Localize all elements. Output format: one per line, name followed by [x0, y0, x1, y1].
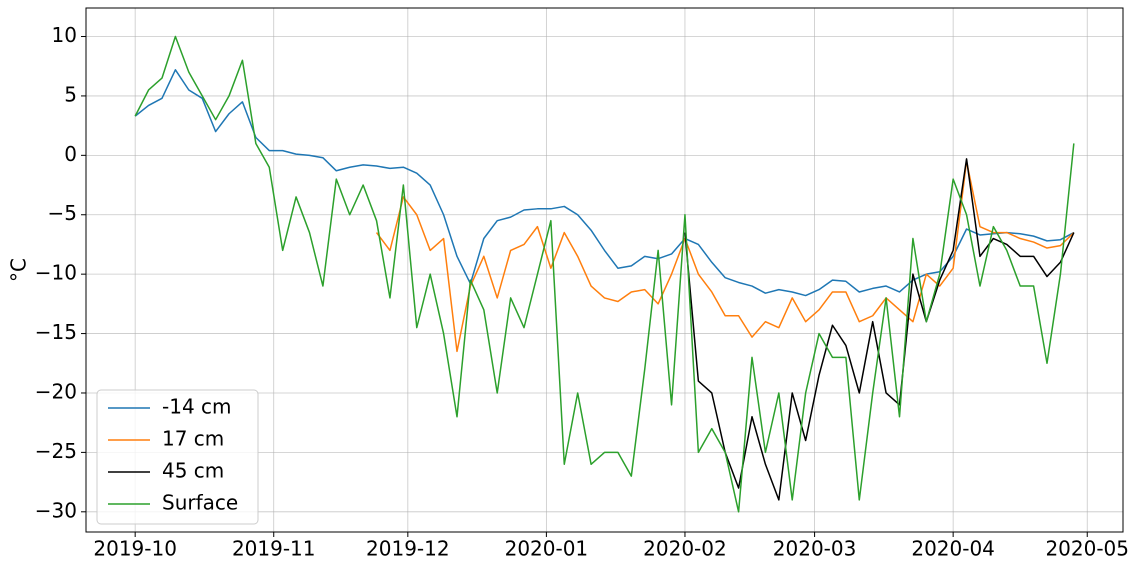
line-series [684, 158, 1075, 501]
y-tick-label: −10 [35, 261, 77, 285]
x-tick-label: 2019-10 [93, 537, 177, 561]
x-tick-label: 2020-05 [1045, 537, 1129, 561]
plot-frame [85, 7, 1124, 533]
line-series [134, 35, 1075, 513]
x-tick-label: 2020-02 [643, 537, 727, 561]
y-tick-label: −25 [35, 439, 77, 463]
y-tick-label: 0 [64, 142, 77, 166]
x-tick-label: 2020-03 [773, 537, 857, 561]
legend-label: 45 cm [162, 459, 224, 483]
x-tick-label: 2019-11 [232, 537, 316, 561]
y-tick-label: −30 [35, 498, 77, 522]
x-tick-label: 2020-04 [911, 537, 995, 561]
line-series [375, 160, 1075, 353]
legend-label: -14 cm [162, 395, 232, 419]
x-tick-label: 2020-01 [505, 537, 589, 561]
line-series [134, 69, 1075, 297]
y-tick-label: −15 [35, 320, 77, 344]
legend-label: Surface [162, 491, 238, 515]
y-tick-label: −5 [48, 201, 77, 225]
legend-label: 17 cm [162, 427, 224, 451]
y-tick-label: 5 [64, 82, 77, 106]
legend: -14 cm 17 cm 45 cm Surface [96, 389, 259, 525]
x-tick-label: 2019-12 [366, 537, 450, 561]
y-axis-label: °C [7, 258, 31, 282]
y-tick-label: 10 [52, 23, 77, 47]
legend-box [96, 389, 259, 525]
y-tick-label: −20 [35, 379, 77, 403]
